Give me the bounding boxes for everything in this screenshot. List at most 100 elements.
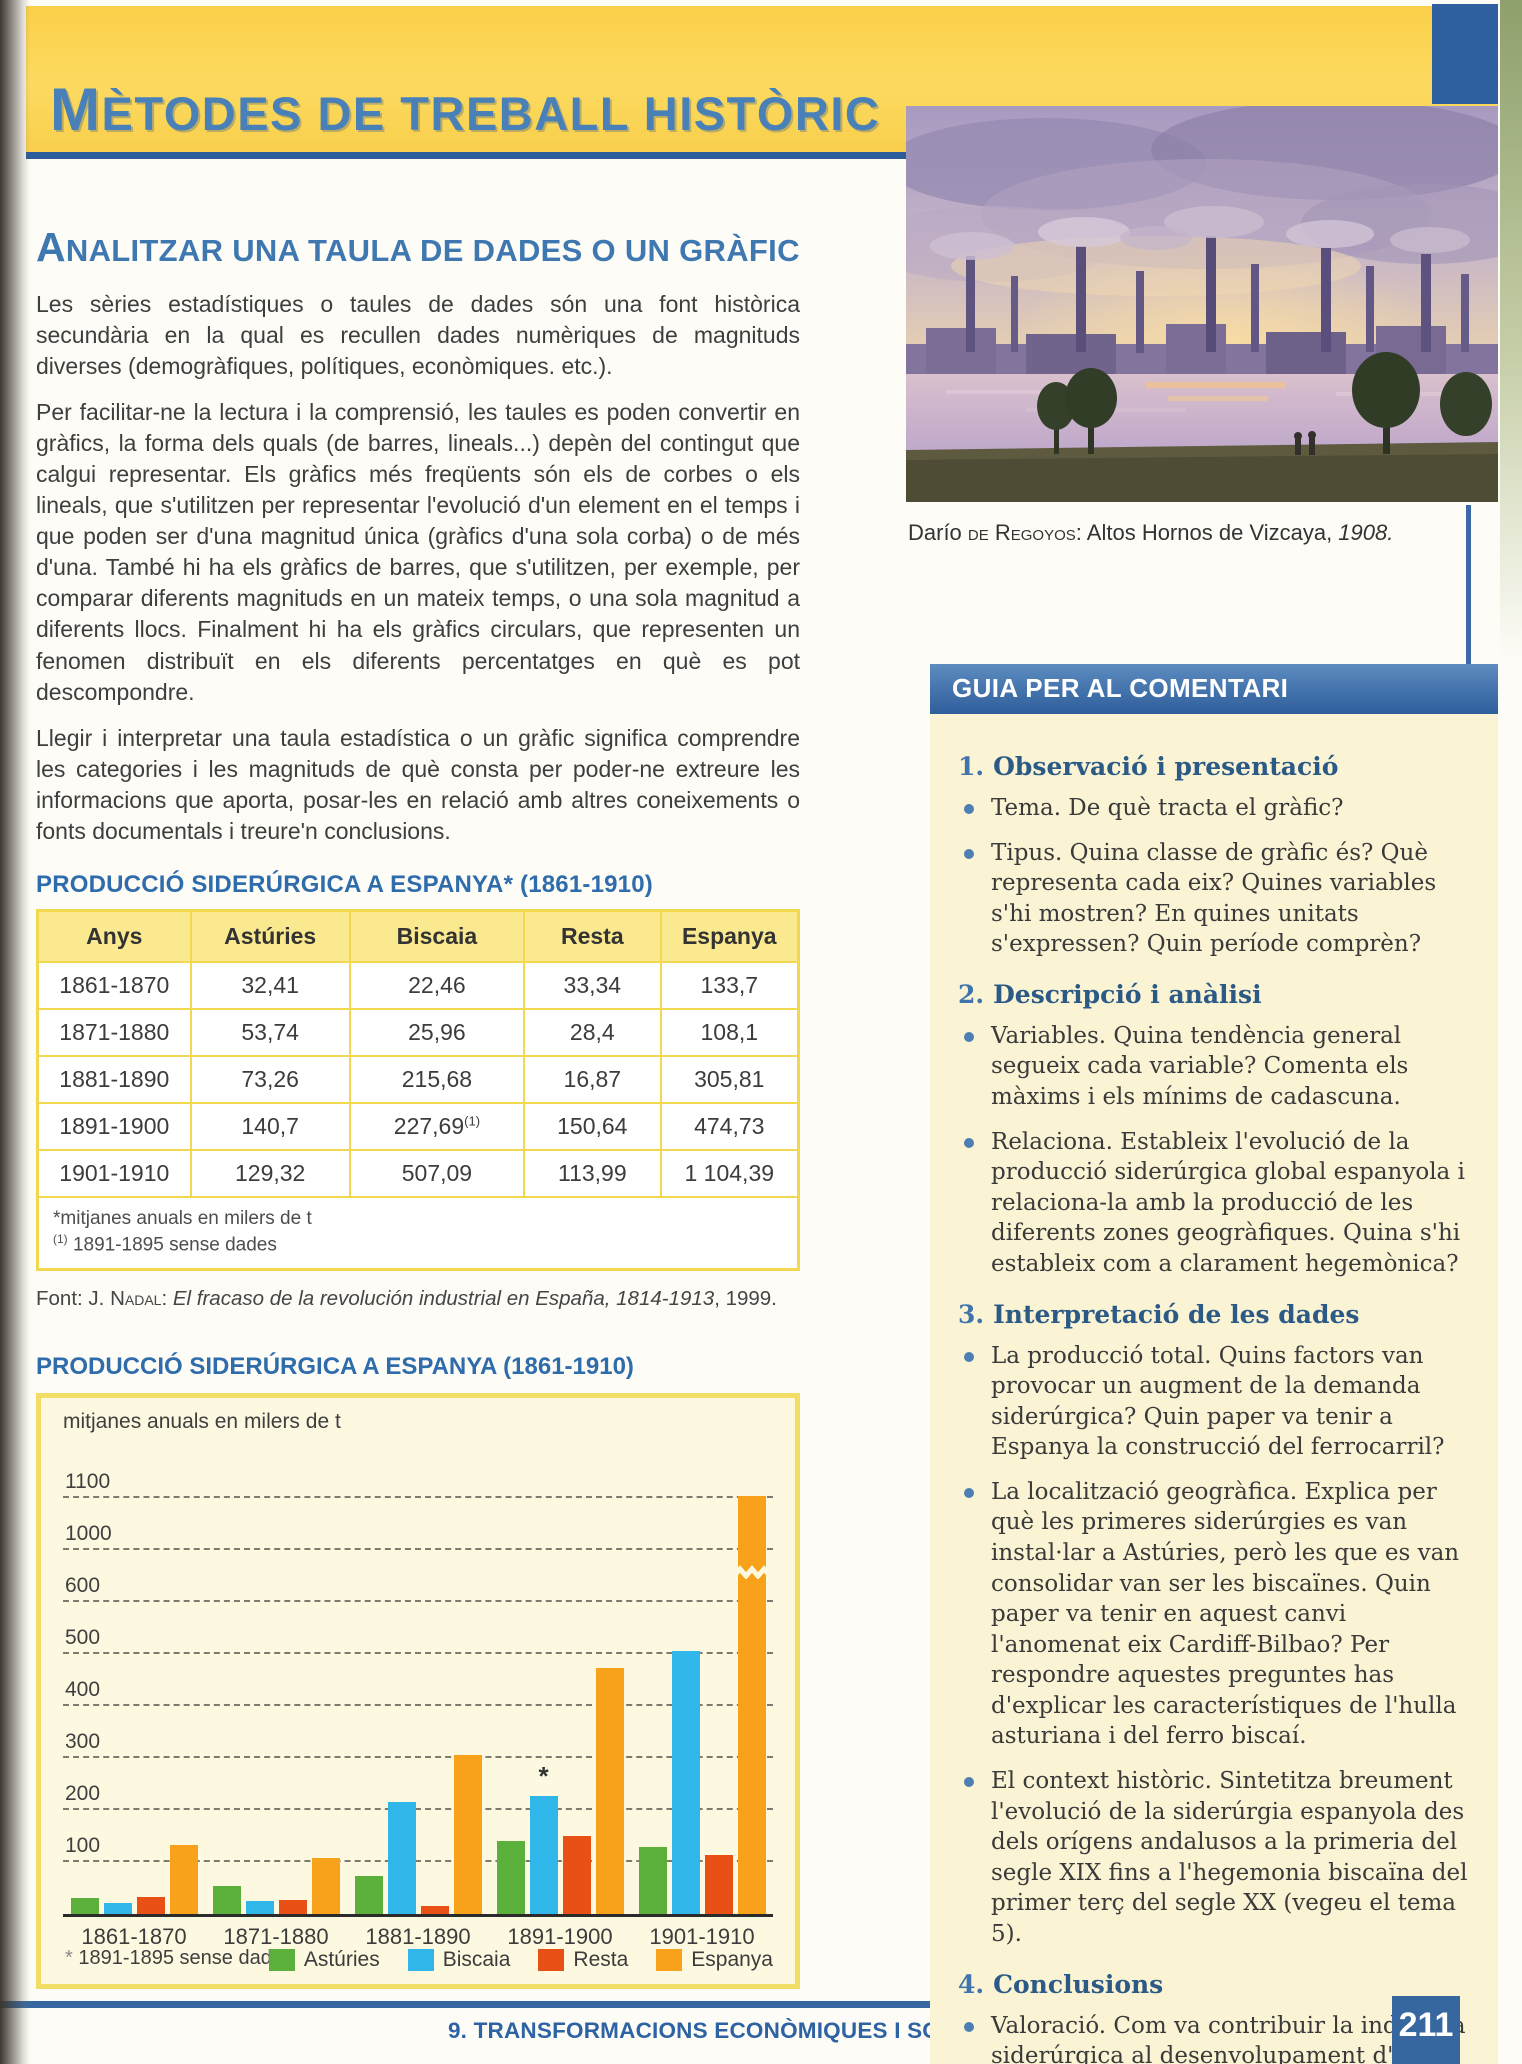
bar [638,1847,667,1915]
article-paragraph: Llegir i interpretar una taula estadísti… [36,724,800,844]
y-tick-label: 1100 [65,1470,111,1494]
table-cell: 113,99 [523,1148,662,1198]
chart-gridline [63,1808,773,1811]
table-row: 1871-1880 53,74 25,96 28,4 108,1 [39,1007,797,1057]
chart-gridline [63,1704,773,1707]
table-cell: 16,87 [523,1054,662,1104]
bar [562,1836,591,1915]
x-tick-label: 1861-1870 [81,1924,187,1950]
caption-artist: Darío [908,520,968,545]
bar [169,1844,198,1915]
caption-year: 1908. [1338,520,1394,545]
table-cell: 73,26 [189,1054,351,1104]
bar [311,1858,340,1915]
guide-bullet: La producció total. Quins factors van pr… [958,1341,1474,1463]
bullet-dot-icon [964,848,974,859]
production-table-body: 1861-1870 32,41 22,46 33,34 133,7 1871-1880 53… [39,960,797,1198]
bullet-dot-icon [964,1031,974,1042]
bar [387,1802,416,1915]
bar [245,1900,274,1915]
legend-swatch [268,1949,295,1972]
table-cell: 25,96 [348,1007,526,1057]
table-title: PRODUCCIÓ SIDERÚRGICA A ESPANYA* (1861-1… [36,870,653,898]
bar [595,1667,624,1915]
guide-body: 1. Observació i presentació Tema. De què t… [930,714,1498,2064]
table-row: 1881-1890 73,26 215,68 16,87 305,81 [39,1054,797,1104]
chart-gridline [63,1652,773,1655]
table-col-header: Biscaia [348,911,526,963]
table-col-header: Astúries [189,911,351,963]
scan-edge-left [0,0,30,2064]
guide-bullet-text: Tema. De què tracta el gràfic? [991,795,1344,821]
chart-legend: Astúries Biscaia Resta Espanya [268,1948,773,1972]
table-footnote-units: *mitjanes anuals en milers de t [53,1207,312,1229]
legend-label: Espanya [691,1948,773,1972]
table-cell: 53,74 [189,1007,351,1057]
table-cell: 32,41 [189,960,351,1010]
guide-bullet: Variables. Quina tendència general segue… [958,1021,1474,1113]
table-row: 1861-1870 32,41 22,46 33,34 133,7 [39,960,797,1010]
bar [737,1496,766,1915]
chart-title: PRODUCCIÓ SIDERÚRGICA A ESPANYA (1861-19… [36,1353,634,1381]
y-tick-label: 600 [65,1574,101,1598]
guide-bullet-text: Tipus. Quina classe de gràfic és? Què re… [991,839,1437,958]
bar [529,1796,558,1915]
bar [420,1905,449,1915]
table-cell: 1891-1900 [39,1101,192,1151]
bullet-dot-icon [964,1777,974,1788]
page-number: 211 [1392,1996,1460,2064]
legend-item: Astúries [268,1948,380,1972]
legend-item: Espanya [656,1948,773,1972]
guide-bullet-text: El context històric. Sintetitza breument… [991,1768,1468,1947]
table-row: 1901-1910 129,32 507,09 113,99 1 104,39 [39,1148,797,1198]
table-cell: 28,4 [523,1007,662,1057]
legend-label: Resta [573,1948,629,1972]
guide-section-number: 2. [958,979,985,1009]
painting-image [866,100,1522,502]
table-source: Font: J. Nadal: El fracaso de la revoluc… [36,1287,777,1311]
table-header-row: Anys Astúries Biscaia Resta Espanya [39,911,797,963]
scan-edge-right [1500,0,1522,660]
bar [496,1841,525,1915]
guide-section-heading: 3. Interpretació de les dades [958,1300,1474,1329]
footer-rule [0,2001,1462,2008]
y-tick-label: 200 [65,1782,101,1806]
bar [278,1899,307,1915]
bullet-dot-icon [964,804,974,814]
guide-section-title: Observació i presentació [993,752,1339,781]
caption-work: : Altos Hornos de Vizcaya, [1075,520,1339,545]
table-cell: 33,34 [523,960,662,1010]
axis-break-icon [731,1565,772,1580]
bar [453,1755,482,1915]
legend-item: Biscaia [407,1948,510,1972]
painting [866,100,1522,502]
table-cell: 1 104,39 [659,1148,797,1198]
chart-gridline [63,1860,773,1863]
guide-section-title: Descripció i anàlisi [993,979,1262,1009]
bar [212,1886,241,1915]
table-cell: 133,7 [659,960,797,1010]
guide-section-heading: 2. Descripció i anàlisi [958,980,1474,1009]
table-cell: 129,32 [189,1148,351,1198]
y-tick-label: 1000 [65,1522,112,1546]
table-cell: 1871-1880 [39,1007,192,1057]
bar [70,1897,99,1915]
guide-bullet: Tema. De què tracta el gràfic? [958,793,1474,824]
banner-title: MÈTODES DE TREBALL HISTÒRIC [50,76,881,143]
caption-artist-smallcaps: de Regoyos [967,520,1076,545]
guide-section-title: Interpretació de les dades [993,1299,1360,1329]
main-article: ANALITZAR UNA TAULA DE DADES O UN GRÀFIC… [36,224,800,1990]
x-tick-label: 1871-1880 [223,1924,329,1950]
production-table: Anys Astúries Biscaia Resta Espanya 1861-187… [36,908,800,1272]
legend-swatch [538,1949,565,1972]
table-col-header: Espanya [659,911,797,963]
x-tick-label: 1901-1910 [649,1924,755,1950]
guide-bullet: Relaciona. Estableix l'evolució de la pr… [958,1127,1474,1280]
table-cell: 150,64 [523,1101,662,1151]
article-heading: ANALITZAR UNA TAULA DE DADES O UN GRÀFIC [36,224,800,270]
table-cell: 22,46 [348,960,526,1010]
table-cell: 305,81 [659,1054,797,1104]
bullet-dot-icon [964,1351,974,1362]
bullet-dot-icon [964,1487,974,1498]
